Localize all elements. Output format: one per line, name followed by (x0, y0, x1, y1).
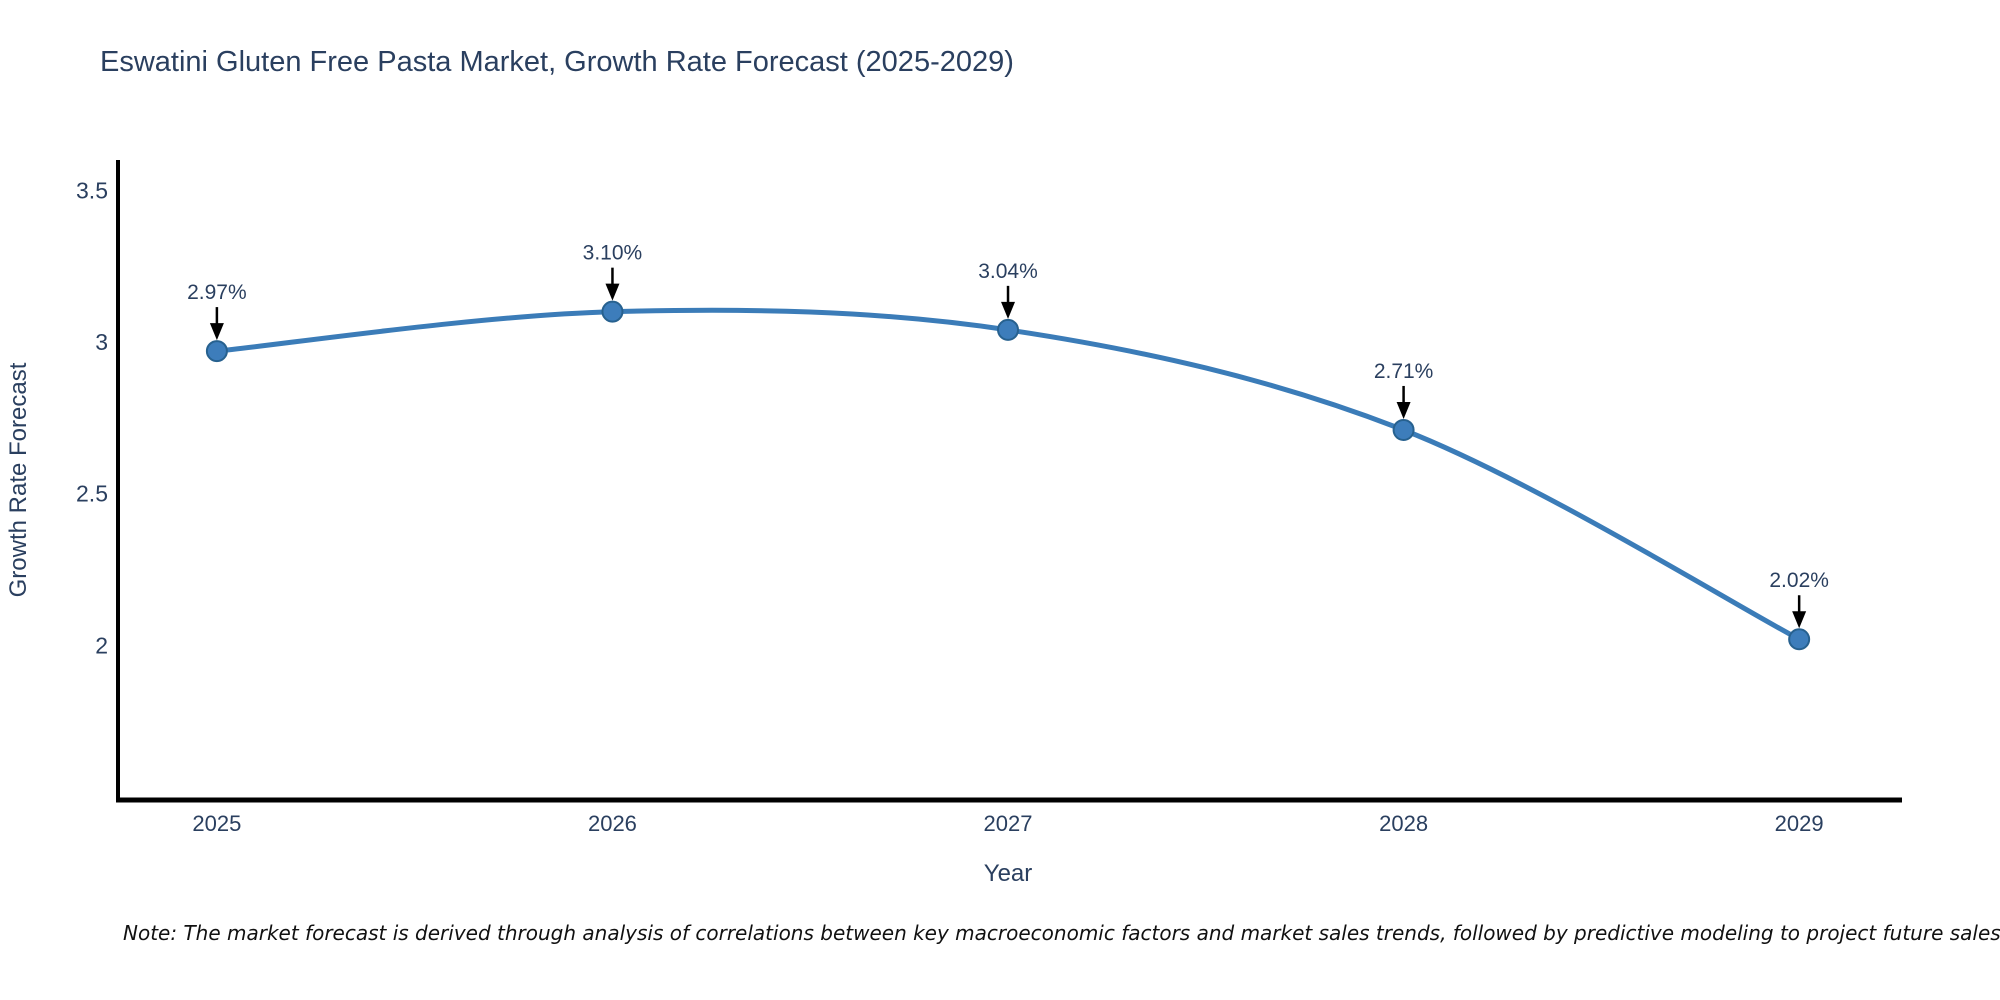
footnote-text: Note: The market forecast is derived thr… (123, 921, 2000, 945)
data-point-marker (997, 318, 1020, 341)
x-axis-title: Year (984, 860, 1033, 887)
annotation-arrow-head (1792, 611, 1807, 629)
x-tick-label: 2029 (1775, 811, 1824, 836)
y-axis-title: Growth Rate Forecast (5, 362, 32, 597)
data-point-marker (1392, 418, 1415, 441)
data-point-label: 2.02% (1769, 569, 1829, 592)
chart-title: Eswatini Gluten Free Pasta Market, Growt… (100, 46, 1014, 78)
y-tick-label: 3.5 (76, 177, 108, 203)
x-tick-label: 2026 (588, 811, 637, 836)
data-point-marker (205, 340, 228, 363)
x-tick-label: 2027 (984, 811, 1033, 836)
annotation-arrow-head (605, 283, 620, 301)
y-tick-label: 2.5 (76, 481, 108, 507)
data-point-label: 2.97% (187, 281, 247, 304)
annotation-arrow-head (209, 323, 224, 341)
data-point-label: 2.71% (1374, 360, 1434, 383)
data-point-label: 3.10% (583, 242, 643, 265)
data-point-marker (601, 300, 624, 323)
data-point-marker (1788, 628, 1811, 651)
annotation-arrow-head (1001, 301, 1016, 319)
y-tick-label: 3 (95, 329, 108, 355)
y-tick-label: 2 (95, 632, 108, 658)
annotation-arrow-head (1396, 401, 1411, 419)
x-tick-label: 2025 (192, 811, 241, 836)
x-tick-label: 2028 (1379, 811, 1428, 836)
data-point-label: 3.04% (978, 260, 1038, 283)
forecast-line (214, 307, 1802, 642)
